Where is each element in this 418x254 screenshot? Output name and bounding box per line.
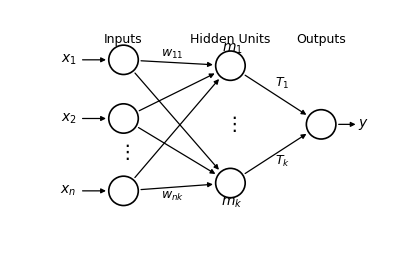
Text: $T_k$: $T_k$ (275, 154, 290, 169)
Ellipse shape (109, 104, 138, 133)
Text: $\vdots$: $\vdots$ (224, 114, 237, 134)
Text: Hidden Units: Hidden Units (190, 34, 270, 46)
Ellipse shape (216, 168, 245, 198)
Ellipse shape (109, 45, 138, 74)
Ellipse shape (306, 110, 336, 139)
Text: $\vdots$: $\vdots$ (117, 142, 130, 162)
Text: $T_1$: $T_1$ (275, 76, 289, 91)
Text: $x_n$: $x_n$ (61, 184, 76, 198)
Text: Inputs: Inputs (104, 34, 143, 46)
Text: Outputs: Outputs (296, 34, 346, 46)
Ellipse shape (109, 176, 138, 205)
Text: $y$: $y$ (358, 117, 369, 132)
Text: $x_1$: $x_1$ (61, 53, 76, 67)
Text: $w_{11}$: $w_{11}$ (161, 48, 184, 61)
Text: $m_1$: $m_1$ (222, 42, 242, 56)
Text: $x_2$: $x_2$ (61, 111, 76, 126)
Text: $w_{nk}$: $w_{nk}$ (161, 190, 184, 203)
Text: $m_k$: $m_k$ (221, 195, 243, 210)
Ellipse shape (216, 51, 245, 80)
